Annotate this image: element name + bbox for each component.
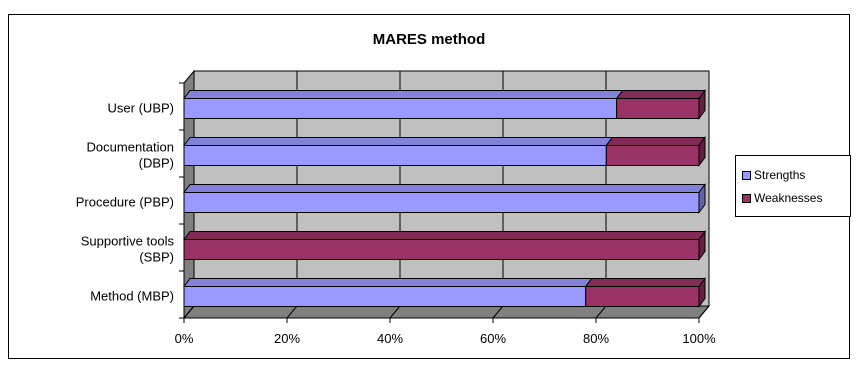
chart-frame: MARES method 0% 20% 40% 60% 80% 100% User (UBP… xyxy=(8,14,851,359)
category-label: (DBP) xyxy=(139,156,174,171)
bar-weaknesses xyxy=(183,239,700,260)
category-label: Procedure (PBP) xyxy=(76,195,174,210)
floor-gridline xyxy=(286,305,298,319)
x-tick-label: 40% xyxy=(377,331,403,346)
floor-gridline xyxy=(698,305,710,319)
bar-weaknesses xyxy=(605,145,700,166)
category-label: User (UBP) xyxy=(108,101,174,116)
bar-strengths xyxy=(183,98,618,119)
legend-label-strengths: Strengths xyxy=(754,168,806,182)
category-label: Method (MBP) xyxy=(90,289,174,304)
floor-gridline xyxy=(492,305,504,319)
bar-top-strengths xyxy=(183,278,593,287)
bar-weaknesses xyxy=(616,98,700,119)
x-tick-label: 100% xyxy=(682,331,716,346)
x-tick-label: 0% xyxy=(175,331,194,346)
category-label: (SBP) xyxy=(139,250,174,265)
bar-top-weaknesses xyxy=(605,137,706,146)
bar-side-weaknesses xyxy=(698,89,706,120)
bar-top-weaknesses xyxy=(183,231,706,240)
bar-side-weaknesses xyxy=(698,230,706,261)
bar-weaknesses xyxy=(585,286,700,307)
bar-top-strengths xyxy=(183,137,614,146)
legend-label-weaknesses: Weaknesses xyxy=(754,191,823,205)
bar-top-strengths xyxy=(183,184,706,193)
bar-strengths xyxy=(183,192,700,213)
floor-gridline xyxy=(389,305,401,319)
x-tick-label: 60% xyxy=(480,331,506,346)
legend-item-strengths: Strengths xyxy=(742,168,805,182)
bar-top-weaknesses xyxy=(584,278,706,287)
plot-floor xyxy=(182,305,711,319)
category-label: Documentation xyxy=(87,140,174,155)
category-label: Supportive tools xyxy=(81,234,175,249)
bar-side-strengths xyxy=(698,183,706,214)
floor-gridline xyxy=(595,305,607,319)
chart-plot: 0% 20% 40% 60% 80% 100% User (UBP) Documentatio… xyxy=(76,69,716,346)
legend-item-weaknesses: Weaknesses xyxy=(742,191,822,205)
bar-top-weaknesses xyxy=(615,90,706,99)
bar-strengths xyxy=(183,286,587,307)
bar-side-weaknesses xyxy=(698,277,706,308)
x-tick-label: 80% xyxy=(583,331,609,346)
bar-top-strengths xyxy=(183,90,624,99)
legend-swatch-strengths xyxy=(742,170,751,180)
bar-strengths xyxy=(183,145,607,166)
bar-side-weaknesses xyxy=(698,136,706,167)
floor-gridline xyxy=(183,305,195,319)
chart-legend: Strengths Weaknesses xyxy=(735,155,851,217)
x-tick-label: 20% xyxy=(274,331,300,346)
chart-title: MARES method xyxy=(372,31,486,48)
legend-swatch-weaknesses xyxy=(742,193,751,203)
